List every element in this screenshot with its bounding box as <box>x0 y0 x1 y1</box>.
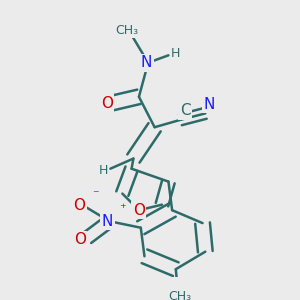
Text: ⁺: ⁺ <box>119 202 126 215</box>
Text: O: O <box>74 232 86 247</box>
Text: H: H <box>98 164 108 177</box>
Text: O: O <box>133 203 145 218</box>
Text: ⁻: ⁻ <box>92 188 99 201</box>
Text: N: N <box>203 97 215 112</box>
Text: H: H <box>171 47 181 60</box>
Text: O: O <box>101 96 113 111</box>
Text: C: C <box>180 103 190 118</box>
Text: CH₃: CH₃ <box>168 290 191 300</box>
Text: N: N <box>102 214 113 229</box>
Text: CH₃: CH₃ <box>116 24 139 37</box>
Text: N: N <box>141 55 152 70</box>
Text: O: O <box>73 198 85 213</box>
